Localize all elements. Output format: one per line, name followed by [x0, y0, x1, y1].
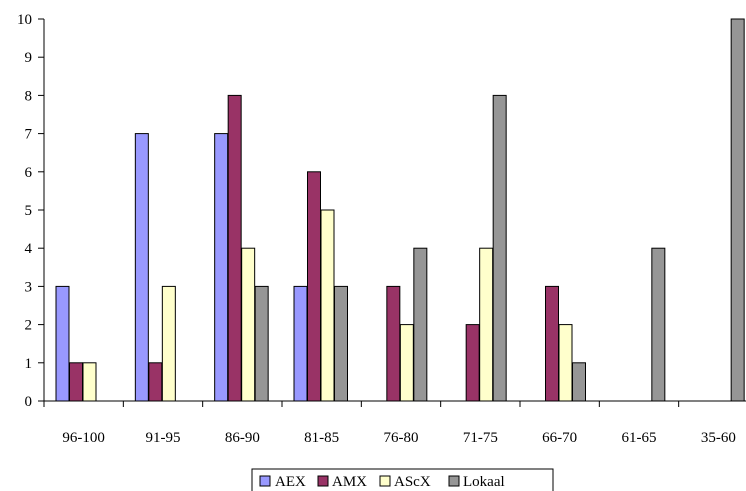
y-tick-label: 4 [25, 241, 33, 257]
bar-amx-81-85 [307, 171, 321, 402]
bar-lokaal-66-70 [572, 362, 586, 402]
y-tick-label: 0 [25, 394, 33, 410]
bars [55, 18, 745, 402]
bar-amx-76-80 [386, 285, 401, 402]
y-tick-label: 1 [25, 356, 33, 372]
y-tick-label: 5 [25, 203, 33, 219]
x-tick-label: 35-60 [701, 430, 736, 446]
bar-lokaal-71-75 [492, 94, 507, 402]
bar-lokaal-81-85 [334, 285, 348, 402]
x-tick-label: 81-85 [304, 430, 339, 446]
y-tick-label: 7 [25, 127, 33, 143]
legend-label-aex: AEX [275, 474, 306, 490]
legend-swatch-aex [259, 475, 271, 487]
y-tick-label: 9 [25, 50, 33, 66]
legend: AEX AMX AScX Lokaal [251, 468, 554, 491]
y-tick-label: 3 [25, 279, 33, 295]
y-axis: 0 1 2 3 4 5 6 7 8 9 10 [17, 12, 45, 410]
bar-aex-91-95 [134, 133, 149, 402]
x-tick-label: 86-90 [225, 430, 260, 446]
y-tick-label: 2 [25, 318, 33, 334]
y-tick-label: 6 [25, 165, 33, 181]
bar-ascx-66-70 [558, 324, 573, 402]
bar-ascx-91-95 [161, 285, 176, 402]
legend-swatch-amx [317, 475, 329, 487]
bar-amx-96-100 [69, 362, 83, 402]
bar-ascx-76-80 [399, 324, 414, 402]
legend-swatch-lokaal [448, 475, 460, 487]
bar-amx-66-70 [545, 285, 559, 402]
bar-aex-81-85 [293, 285, 308, 402]
x-tick-label: 61-65 [622, 430, 657, 446]
bar-amx-91-95 [148, 362, 163, 402]
bar-aex-86-90 [214, 133, 229, 402]
y-tick-label: 8 [25, 88, 33, 104]
y-tick-label: 10 [17, 12, 32, 28]
bar-lokaal-76-80 [413, 247, 428, 402]
bar-ascx-86-90 [241, 247, 256, 402]
x-axis: 96-100 91-95 86-90 81-85 76-80 71-75 66-70 61-6… [43, 400, 746, 446]
bar-ascx-81-85 [320, 209, 335, 402]
bar-lokaal-61-65 [651, 247, 666, 402]
bar-lokaal-35-60 [730, 18, 745, 402]
x-tick-label: 66-70 [542, 430, 577, 446]
bar-ascx-96-100 [82, 362, 97, 402]
bar-aex-96-100 [55, 285, 70, 402]
bar-ascx-71-75 [479, 247, 494, 402]
legend-label-amx: AMX [332, 474, 367, 490]
bar-lokaal-86-90 [254, 285, 269, 402]
x-tick-label: 76-80 [384, 430, 419, 446]
x-tick-label: 71-75 [463, 430, 498, 446]
bar-amx-71-75 [465, 324, 480, 402]
bar-amx-86-90 [227, 94, 242, 402]
legend-label-lokaal: Lokaal [463, 474, 505, 490]
legend-swatch-ascx [379, 475, 391, 487]
legend-label-ascx: AScX [394, 474, 431, 490]
x-tick-label: 96-100 [62, 430, 105, 446]
x-tick-label: 91-95 [146, 430, 181, 446]
